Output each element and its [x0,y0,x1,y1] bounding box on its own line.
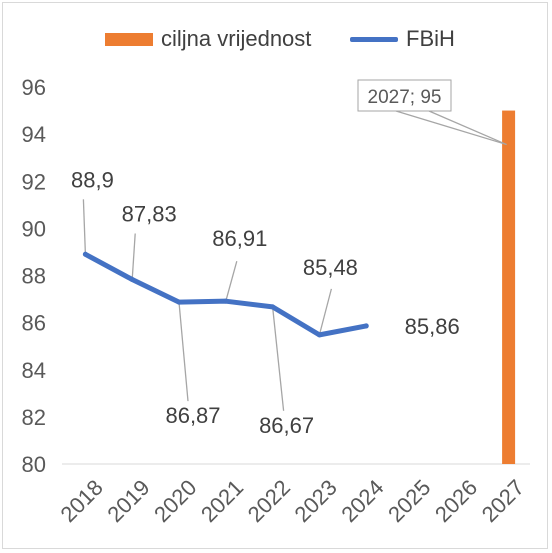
bar-callout-label: 2027; 95 [368,87,442,108]
point-fbih-2022 [270,304,276,310]
chart-frame [2,2,548,549]
x-tick-label: 2020 [149,475,201,527]
leader-line [82,199,87,255]
data-label-2018: 88,9 [71,167,114,192]
legend-item-target: ciljna vrijednost [105,26,311,52]
bar-callout-leader [428,110,507,146]
data-label-2021: 86,91 [212,226,267,251]
x-tick-label: 2022 [243,475,295,527]
point-fbih-2023 [316,332,322,338]
leader-line [131,233,136,280]
bar-callout-leader-2 [395,110,507,146]
data-label-2020: 86,87 [165,403,220,428]
data-label-2022: 86,67 [259,413,314,438]
legend-item-fbih: FBiH [350,26,455,52]
y-tick-label: 82 [22,405,46,430]
bar-target-2027 [502,110,516,464]
y-tick-label: 94 [22,122,46,147]
x-tick-label: 2025 [383,475,435,527]
y-tick-label: 92 [22,169,46,194]
x-tick-label: 2023 [290,475,342,527]
data-label-2024: 85,86 [405,314,460,339]
data-label-2023: 85,48 [303,255,358,280]
y-tick-label: 96 [22,75,46,100]
leader-line [271,306,285,411]
bar-callout-box [357,79,452,112]
x-tick-label: 2018 [56,475,108,527]
x-tick-label: 2024 [336,475,388,527]
point-fbih-2018 [82,251,88,257]
legend-swatch-target [105,32,153,46]
data-label-2019: 87,83 [122,202,177,227]
legend-label-target: ciljna vrijednost [161,26,312,51]
legend-label-fbih: FBiH [406,26,455,51]
leader-line [178,302,189,402]
y-tick-label: 80 [22,452,46,477]
point-fbih-2024 [363,323,369,329]
x-tick-label: 2019 [102,475,154,527]
legend-swatch-fbih [350,36,398,42]
y-tick-label: 90 [22,216,46,241]
y-tick-label: 88 [22,264,46,289]
x-tick-label: 2027 [477,475,529,527]
point-fbih-2019 [129,277,135,283]
x-tick-label: 2026 [430,475,482,527]
legend: ciljna vrijednost FBiH [0,26,552,56]
point-fbih-2021 [223,298,229,304]
x-tick-label: 2021 [196,475,248,527]
y-tick-label: 86 [22,311,46,336]
y-tick-label: 84 [22,358,46,383]
point-fbih-2020 [176,299,182,305]
leader-line [318,288,333,336]
leader-line [225,261,238,302]
